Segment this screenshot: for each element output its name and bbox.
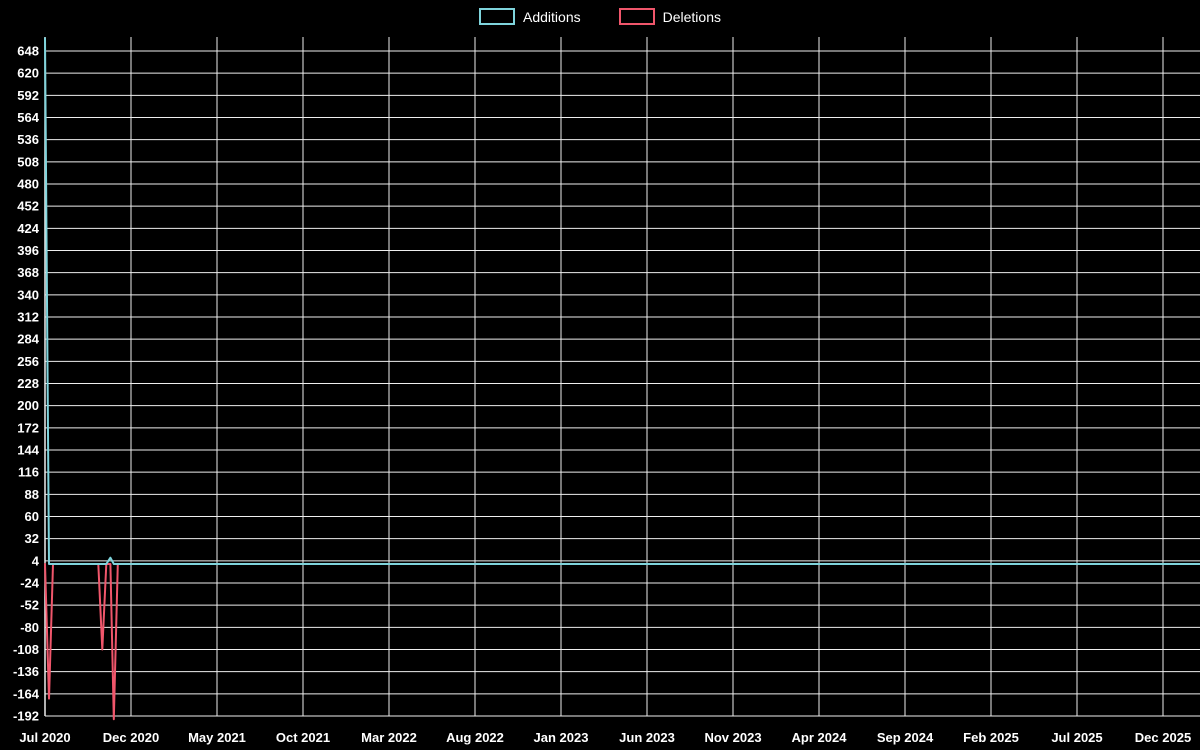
x-tick-label: Jun 2023 — [619, 730, 675, 745]
y-tick-label: 32 — [25, 531, 39, 546]
x-tick-label: Dec 2020 — [103, 730, 159, 745]
additions-line — [44, 37, 1200, 565]
y-tick-label: 536 — [17, 132, 39, 147]
y-tick-label: -108 — [13, 642, 39, 657]
x-tick-label: Dec 2025 — [1135, 730, 1191, 745]
y-tick-label: -136 — [13, 664, 39, 679]
x-tick-label: Mar 2022 — [361, 730, 417, 745]
y-tick-label: 200 — [17, 398, 39, 413]
deletions-swatch — [618, 8, 655, 25]
y-tick-label: 284 — [17, 332, 39, 347]
deletions-legend-label: Deletions — [662, 8, 721, 25]
x-tick-label: Aug 2022 — [446, 730, 504, 745]
y-tick-label: 508 — [17, 154, 39, 169]
y-tick-label: 116 — [18, 465, 39, 480]
additions-swatch — [479, 8, 516, 25]
y-tick-label: 452 — [17, 199, 39, 214]
y-tick-label: 256 — [17, 354, 39, 369]
legend-item-deletions: Deletions — [618, 8, 721, 25]
y-tick-label: 424 — [17, 221, 39, 236]
legend-item-additions: Additions — [479, 8, 581, 25]
y-tick-label: 144 — [17, 443, 39, 458]
deletions-line — [44, 563, 1200, 721]
y-tick-label: 172 — [17, 420, 39, 435]
y-tick-label: -192 — [13, 709, 39, 724]
y-tick-label: 480 — [17, 177, 39, 192]
chart-legend: Additions Deletions — [0, 8, 1200, 25]
x-tick-label: May 2021 — [188, 730, 246, 745]
y-tick-label: -24 — [20, 576, 40, 591]
x-tick-label: Nov 2023 — [704, 730, 761, 745]
y-tick-label: -164 — [13, 686, 40, 701]
x-tick-label: Jul 2020 — [19, 730, 70, 745]
y-tick-label: 564 — [17, 110, 39, 125]
x-tick-label: Oct 2021 — [276, 730, 330, 745]
y-tick-label: 396 — [17, 243, 39, 258]
y-tick-label: 648 — [17, 44, 39, 59]
x-tick-label: Feb 2025 — [963, 730, 1019, 745]
y-tick-label: 4 — [32, 553, 40, 568]
x-tick-label: Apr 2024 — [792, 730, 848, 745]
x-tick-label: Jul 2025 — [1051, 730, 1102, 745]
y-tick-label: -52 — [20, 598, 39, 613]
y-tick-label: 60 — [25, 509, 39, 524]
y-tick-label: 592 — [17, 88, 39, 103]
y-tick-label: -80 — [20, 620, 39, 635]
additions-legend-label: Additions — [523, 8, 581, 25]
x-tick-label: Sep 2024 — [877, 730, 934, 745]
y-tick-label: 312 — [17, 310, 39, 325]
y-tick-label: 340 — [17, 287, 39, 302]
x-tick-label: Jan 2023 — [534, 730, 589, 745]
y-tick-label: 88 — [25, 487, 39, 502]
y-tick-label: 620 — [17, 66, 39, 81]
y-tick-label: 368 — [17, 265, 39, 280]
y-tick-label: 228 — [17, 376, 39, 391]
